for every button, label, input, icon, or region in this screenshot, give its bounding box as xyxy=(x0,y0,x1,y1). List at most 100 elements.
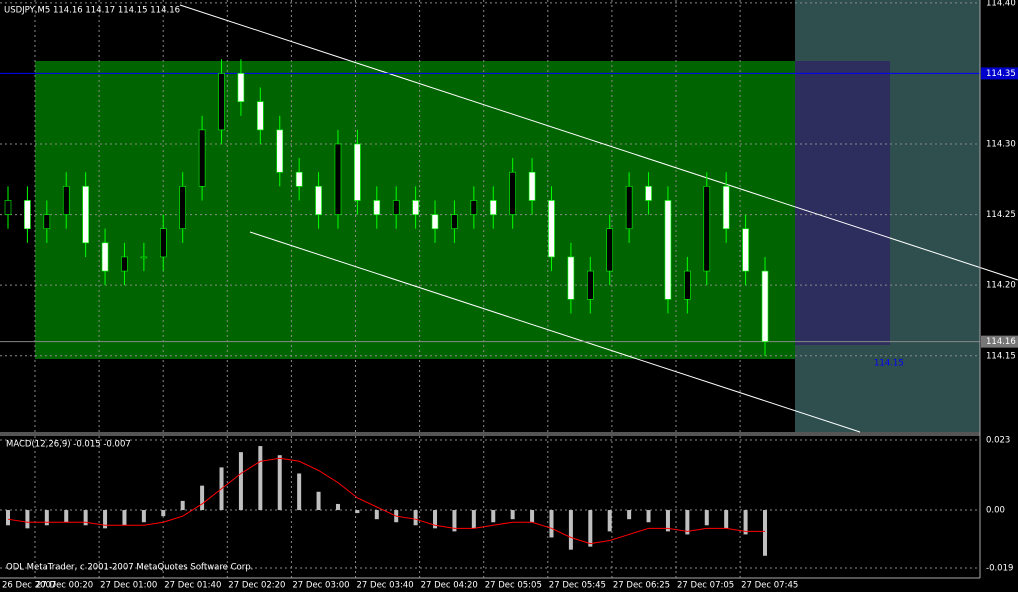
time-label: 27 Dec 07:45 xyxy=(741,581,798,591)
macd-bar xyxy=(238,452,243,511)
macd-bar xyxy=(743,510,748,535)
time-label: 27 Dec 02:20 xyxy=(228,581,285,591)
macd-bar xyxy=(433,510,438,529)
candle-body xyxy=(606,228,614,272)
macd-bar xyxy=(763,510,767,556)
grid xyxy=(0,0,980,578)
candle-body xyxy=(703,186,711,272)
candle-body xyxy=(412,200,419,215)
time-label: 27 Dec 01:00 xyxy=(100,581,157,591)
price-marker-label: 114.35 xyxy=(986,69,1016,79)
candle-body xyxy=(431,214,439,230)
candle-body xyxy=(198,129,206,187)
candle-body xyxy=(548,200,555,258)
candle-body xyxy=(334,143,342,215)
macd-bar xyxy=(161,510,166,517)
candle-body xyxy=(645,186,652,201)
macd-bar xyxy=(316,491,321,511)
candle-body xyxy=(4,200,12,215)
macd-signal xyxy=(7,457,765,545)
macd-bar xyxy=(6,510,10,526)
macd-bar xyxy=(64,510,69,523)
macd-bar xyxy=(646,510,651,523)
macd-bar xyxy=(530,510,535,523)
price-tick-label: 114.20 xyxy=(986,281,1016,291)
macd-bar xyxy=(704,510,709,526)
price-marker-label: 114.16 xyxy=(986,337,1016,347)
macd-bar xyxy=(355,510,360,514)
macd-bar xyxy=(510,510,515,520)
macd-bar xyxy=(141,510,146,523)
macd-bar xyxy=(724,510,729,529)
candle-body xyxy=(82,186,89,244)
candle-body xyxy=(664,200,672,300)
candle-body xyxy=(179,186,186,230)
macd-tick-label: 0.00 xyxy=(986,506,1005,516)
macd-bar xyxy=(258,446,263,511)
macd-bar xyxy=(122,510,127,526)
time-label: 27 Dec 04:20 xyxy=(421,581,478,591)
plot xyxy=(0,59,980,556)
time-label: 27 Dec 03:00 xyxy=(292,581,349,591)
macd-bar xyxy=(665,510,670,532)
price-tick-label: 114.30 xyxy=(986,140,1016,150)
time-label: 27 Dec 00:20 xyxy=(36,581,93,591)
time-label: 27 Dec 05:05 xyxy=(485,581,542,591)
time-label: 27 Dec 03:40 xyxy=(357,581,414,591)
header: USDJPY,M5 114.16 114.17 114.15 114.16 xyxy=(4,6,180,16)
candle-body xyxy=(354,143,361,201)
candle-body xyxy=(257,101,264,131)
macd-bar xyxy=(180,500,185,511)
candle-body xyxy=(276,129,284,173)
candle-body xyxy=(509,171,516,215)
candle-body xyxy=(625,186,633,230)
candle-body xyxy=(315,186,322,215)
macd-bar xyxy=(200,485,205,511)
macd-bar xyxy=(471,510,476,529)
price-marker-box xyxy=(981,335,1018,348)
candle-body xyxy=(761,270,769,342)
macd-bar xyxy=(491,510,496,523)
time-label: 27 Dec 07:05 xyxy=(677,581,734,591)
candle-body xyxy=(528,171,536,201)
macd-bar xyxy=(588,510,593,547)
candle-body xyxy=(489,200,497,215)
candle-body xyxy=(101,242,109,272)
candle-body xyxy=(24,200,31,230)
channel-lower xyxy=(249,231,861,433)
macd-bar xyxy=(335,503,340,511)
time-label: 27 Dec 01:40 xyxy=(164,581,221,591)
price-tick-label: 114.15 xyxy=(986,351,1016,361)
candle-body xyxy=(159,228,167,258)
candle-body xyxy=(451,214,458,230)
candle-body xyxy=(587,270,594,300)
candle-body xyxy=(742,228,749,272)
macd-bar xyxy=(568,510,573,550)
macd-bar xyxy=(413,510,418,526)
time-label: 26 Dec 2007 xyxy=(2,581,56,591)
macd-bar xyxy=(627,510,632,520)
level-annotation: 114.15 xyxy=(874,358,904,368)
macd-label: MACD(12,26,9) -0.015 -0.007 xyxy=(6,440,131,450)
macd-bar xyxy=(374,510,379,520)
candle-body xyxy=(684,270,691,300)
candle-body xyxy=(567,256,575,300)
candle-body xyxy=(121,256,128,272)
time-label: 27 Dec 06:25 xyxy=(613,581,670,591)
candle-body xyxy=(470,200,478,215)
candle-body xyxy=(295,171,303,187)
macd-bar xyxy=(25,510,30,529)
price-marker-box xyxy=(981,67,1018,80)
macd-bar xyxy=(549,510,554,538)
candle-body xyxy=(722,186,730,230)
macd-bar xyxy=(452,510,457,532)
macd-bar xyxy=(607,510,612,532)
macd-bar xyxy=(44,510,49,526)
copyright: ODL MetaTrader, c 2001-2007 MetaQuotes S… xyxy=(6,563,253,573)
channel-upper xyxy=(179,4,1018,281)
candle-body xyxy=(218,73,225,131)
candle-body xyxy=(140,256,148,259)
candle-body xyxy=(237,73,245,102)
candle-body xyxy=(392,200,400,215)
